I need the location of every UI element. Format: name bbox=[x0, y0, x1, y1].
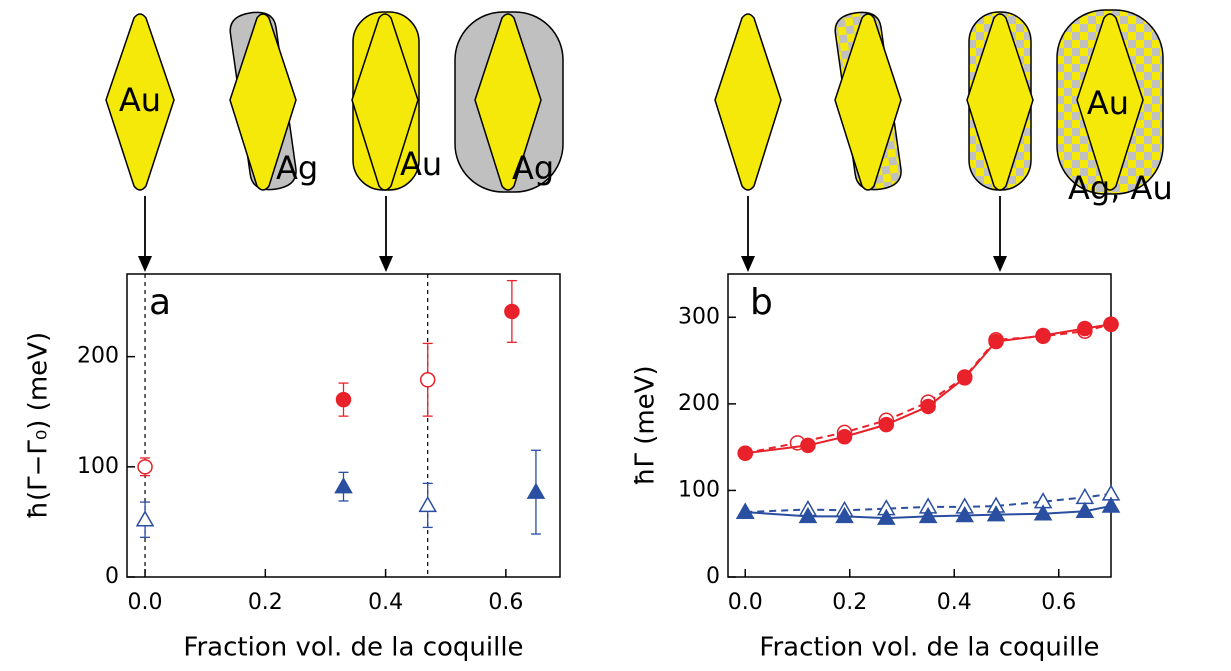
marker bbox=[955, 506, 974, 523]
marker bbox=[1103, 316, 1119, 332]
illustration-a: Au Ag Au Ag bbox=[105, 11, 564, 272]
x-tick-label: 0.4 bbox=[937, 590, 972, 615]
panel-label: b bbox=[750, 282, 773, 323]
marker bbox=[334, 477, 353, 494]
marker bbox=[798, 506, 818, 524]
marker bbox=[956, 370, 973, 386]
y-axis-label: ħΓ (meV) bbox=[631, 365, 661, 485]
y-tick-label: 0 bbox=[706, 564, 720, 589]
marker bbox=[1077, 320, 1093, 337]
series-line bbox=[745, 323, 1112, 455]
marker bbox=[335, 391, 352, 408]
marker bbox=[418, 495, 437, 513]
marker bbox=[836, 429, 853, 445]
y-tick-label: 300 bbox=[678, 304, 720, 329]
x-tick-label: 0.2 bbox=[832, 590, 867, 615]
marker bbox=[419, 372, 436, 388]
marker bbox=[135, 510, 155, 527]
x-axis-label: Fraction vol. de la coquille bbox=[183, 633, 523, 663]
marker bbox=[526, 482, 546, 499]
x-tick-label: 0.4 bbox=[368, 590, 403, 615]
marker bbox=[918, 506, 938, 524]
y-tick-label: 0 bbox=[105, 564, 119, 589]
illustration-label: Ag bbox=[512, 149, 554, 187]
illustration-label: Ag bbox=[276, 149, 318, 187]
series-line bbox=[745, 323, 1112, 455]
y-tick-label: 200 bbox=[77, 344, 119, 369]
marker bbox=[986, 505, 1006, 522]
x-tick-label: 0.6 bbox=[1041, 590, 1076, 615]
y-tick-label: 100 bbox=[77, 454, 119, 479]
y-tick-label: 100 bbox=[678, 477, 720, 502]
y-axis-label: ħ(Γ−Γ₀) (meV) bbox=[24, 332, 54, 519]
x-axis-label: Fraction vol. de la coquille bbox=[759, 633, 1099, 663]
illustration-b: Au Ag, Au bbox=[714, 9, 1173, 272]
marker bbox=[737, 445, 753, 461]
marker bbox=[504, 303, 520, 320]
marker bbox=[800, 437, 816, 454]
marker bbox=[735, 502, 755, 519]
illustration-label: Au bbox=[1087, 84, 1129, 122]
marker bbox=[1101, 496, 1121, 513]
marker bbox=[920, 398, 936, 415]
marker bbox=[877, 508, 896, 525]
marker bbox=[835, 506, 854, 524]
x-tick-label: 0.6 bbox=[488, 590, 523, 615]
panel-label: a bbox=[149, 282, 171, 323]
marker bbox=[878, 416, 895, 433]
x-tick-label: 0.2 bbox=[248, 590, 283, 615]
marker bbox=[1033, 504, 1053, 521]
plot-frame bbox=[126, 273, 561, 578]
x-tick-label: 0.0 bbox=[728, 590, 763, 615]
marker bbox=[1075, 501, 1095, 518]
x-tick-label: 0.0 bbox=[128, 590, 163, 615]
plot-frame bbox=[727, 273, 1112, 578]
marker bbox=[137, 459, 153, 475]
marker bbox=[988, 333, 1004, 350]
illustration-label: Au bbox=[400, 145, 442, 183]
series-line bbox=[745, 505, 1112, 520]
y-tick-label: 200 bbox=[678, 391, 720, 416]
marker bbox=[1035, 327, 1051, 344]
marker bbox=[1075, 487, 1095, 505]
illustration-label: Ag, Au bbox=[1068, 169, 1173, 207]
illustration-label: Au bbox=[119, 81, 161, 119]
